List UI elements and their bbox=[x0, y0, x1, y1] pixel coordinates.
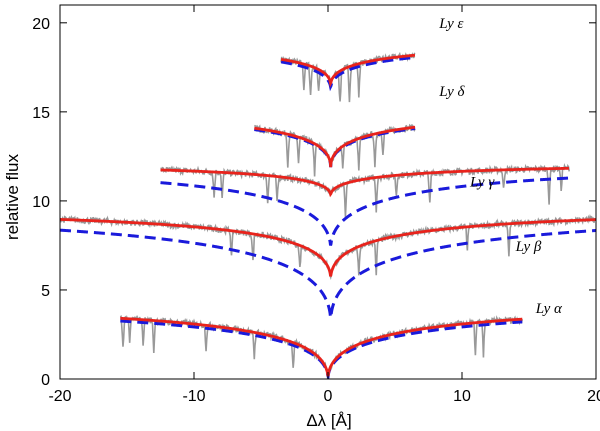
model-dashed-ly-γ bbox=[160, 176, 570, 246]
model-dashed-ly-ε bbox=[280, 55, 416, 92]
y-tick-label: 0 bbox=[41, 372, 50, 389]
x-tick-label: 20 bbox=[587, 388, 600, 405]
x-tick-label: -20 bbox=[48, 388, 71, 405]
observed-spectrum-ly-ε bbox=[280, 51, 416, 103]
line-label-ly-δ: Ly δ bbox=[438, 84, 465, 100]
axis-ticks: -20 -10 0 10 20 0 5 10 15 20 bbox=[32, 5, 600, 405]
y-tick-label: 15 bbox=[32, 105, 50, 122]
y-tick-label: 5 bbox=[41, 283, 50, 300]
model-solid-ly-ε bbox=[280, 53, 416, 88]
model-solid-ly-δ bbox=[254, 125, 416, 168]
y-tick-label: 20 bbox=[32, 16, 50, 33]
y-axis-title-group: relative flux bbox=[3, 154, 22, 240]
model-solid-ly-β bbox=[60, 218, 596, 277]
line-label-ly-ε: Ly ε bbox=[438, 16, 463, 32]
x-tick-label: -10 bbox=[182, 388, 205, 405]
model-dashed-ly-α bbox=[120, 319, 523, 379]
x-tick-label: 0 bbox=[324, 388, 333, 405]
y-tick-label: 10 bbox=[32, 194, 50, 211]
y-axis-title: relative flux bbox=[3, 154, 22, 240]
model-dashed-ly-β bbox=[60, 228, 596, 319]
x-tick-label: 10 bbox=[453, 388, 471, 405]
line-label-ly-β: Ly β bbox=[515, 239, 542, 255]
model-dashed-ly-δ bbox=[254, 127, 416, 168]
model-solid-ly-α bbox=[120, 316, 523, 377]
plot-area bbox=[60, 51, 596, 379]
annotations: Ly ε Ly δ Ly γ Ly β Ly α bbox=[438, 16, 563, 317]
line-label-ly-γ: Ly γ bbox=[469, 175, 495, 191]
model-solid-ly-γ bbox=[160, 166, 569, 198]
plot-frame bbox=[59, 4, 597, 380]
x-axis-title: Δλ [Å] bbox=[306, 411, 351, 430]
line-label-ly-α: Ly α bbox=[535, 301, 563, 317]
